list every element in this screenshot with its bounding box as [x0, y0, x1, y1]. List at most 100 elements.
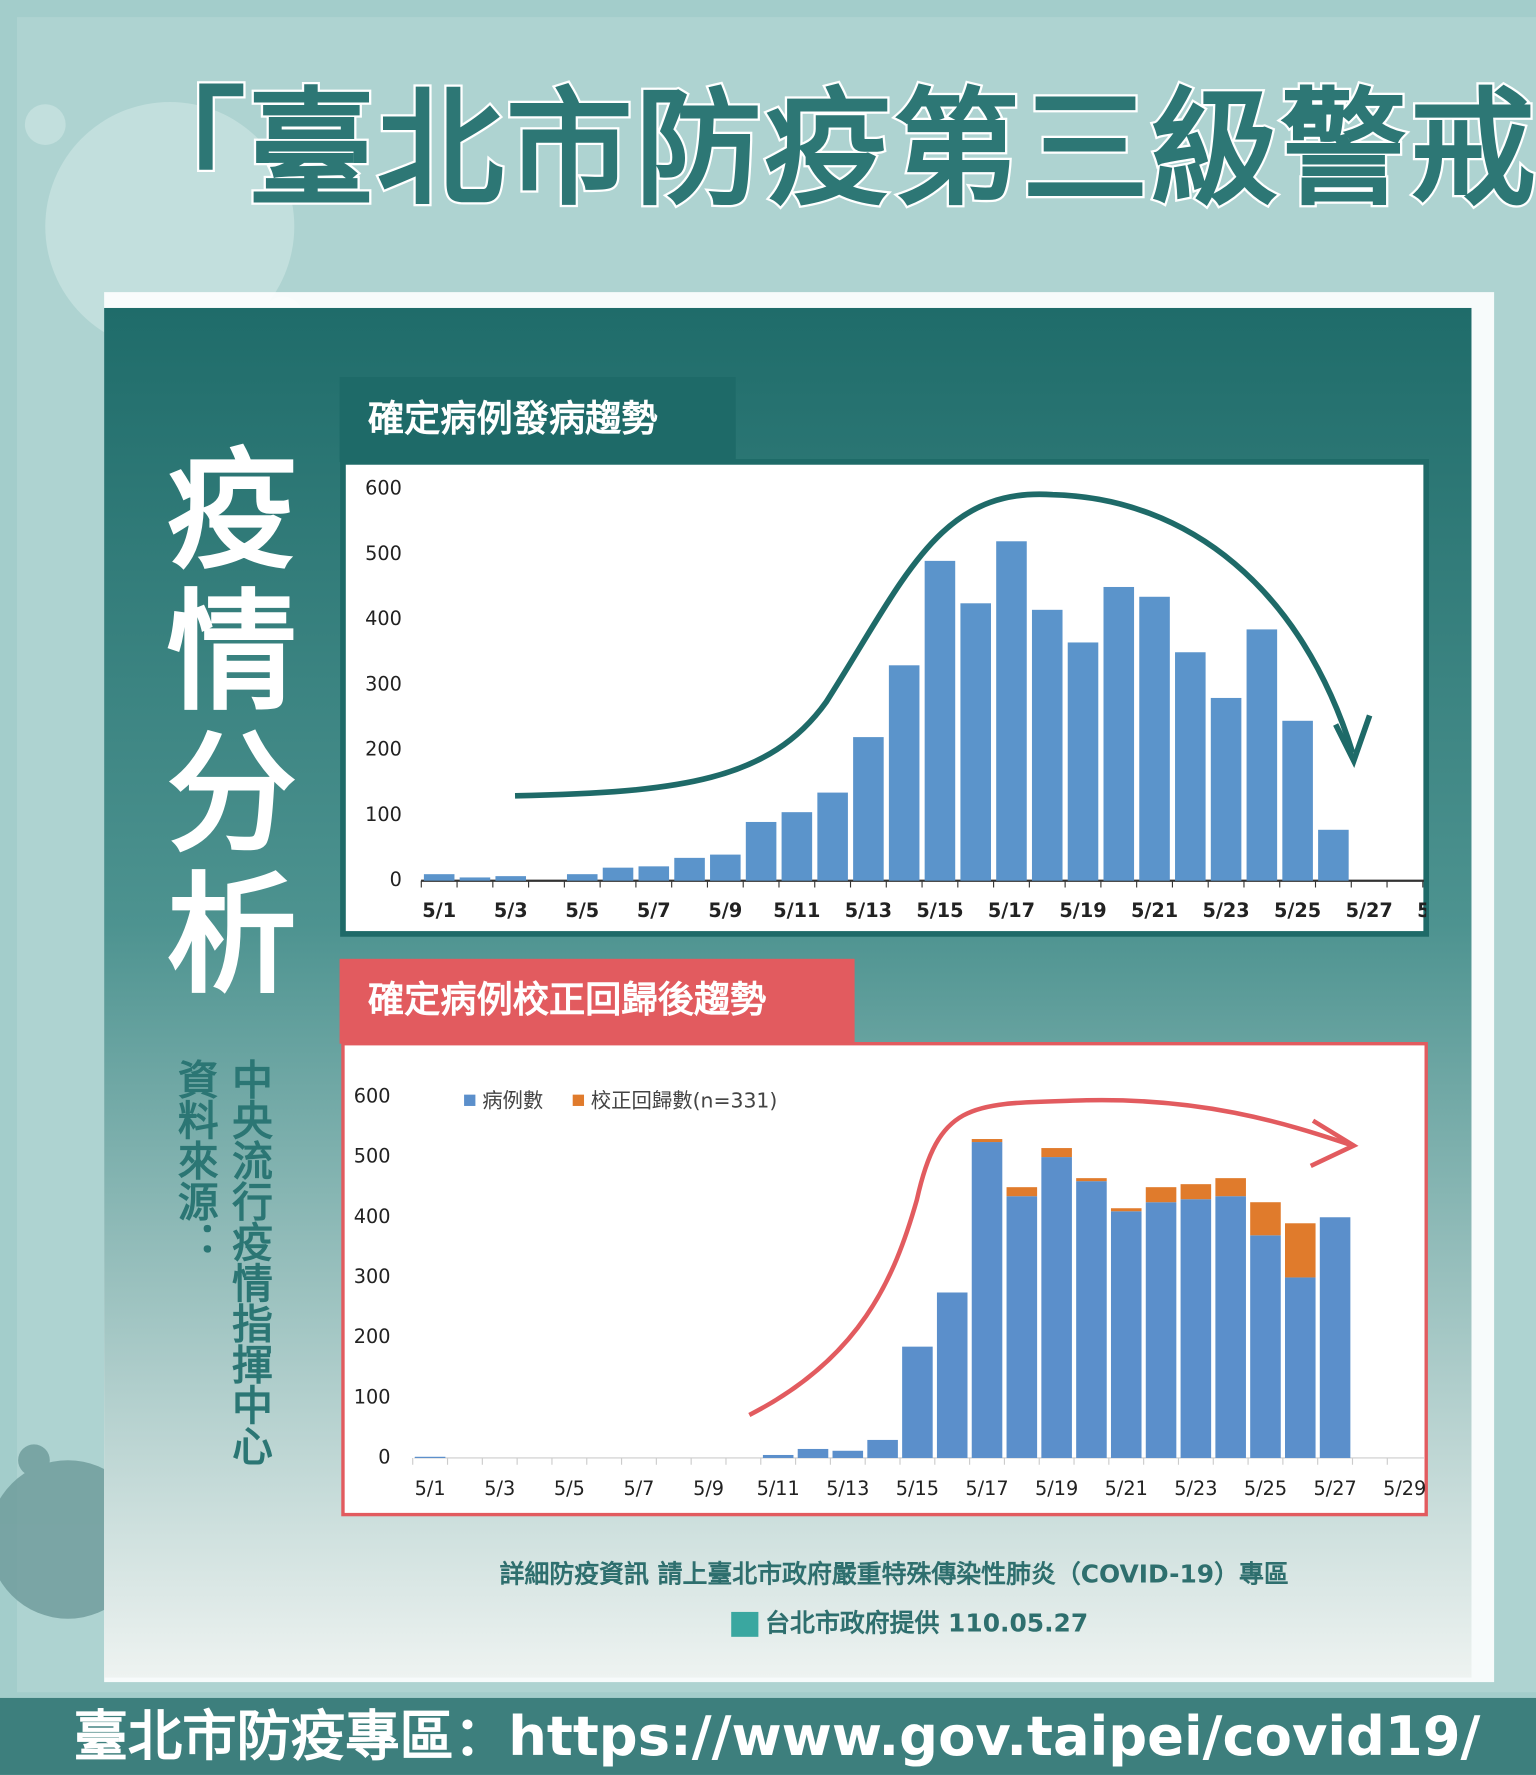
- bar: [1145, 1202, 1177, 1458]
- y-tick-label: 500: [365, 542, 402, 565]
- bar: [867, 1439, 898, 1458]
- x-tick-label: 5/9: [708, 899, 742, 922]
- x-tick-label: 5/13: [845, 899, 892, 922]
- chart-title: 確定病例發病趨勢: [368, 397, 658, 440]
- taipei-logo: [731, 1611, 759, 1637]
- chart-title: 確定病例校正回歸後趨勢: [368, 978, 766, 1021]
- bar: [762, 1454, 794, 1458]
- x-tick-label: 5/1: [422, 899, 456, 922]
- bar: [1139, 596, 1170, 881]
- source-label: 資料來源：: [171, 1058, 219, 1262]
- bar: [1282, 720, 1313, 881]
- x-tick-label: 5/11: [773, 899, 820, 922]
- x-tick-label: 5/17: [988, 899, 1035, 922]
- bar: [996, 541, 1027, 881]
- bar: [781, 812, 813, 881]
- y-tick-label: 600: [354, 1084, 391, 1107]
- chart-tab: [339, 377, 736, 462]
- y-tick-label: 300: [365, 672, 402, 695]
- footer-credit: 台北市政府提供 110.05.27: [765, 1608, 1088, 1637]
- bar: [1180, 1184, 1212, 1200]
- bar: [710, 854, 741, 881]
- x-tick-label: 5/7: [637, 899, 671, 922]
- chart-frame: [340, 459, 1430, 937]
- trend-arrow: [748, 1097, 1354, 1417]
- x-tick-label: 5/13: [826, 1477, 869, 1500]
- x-tick-label: 5/15: [896, 1477, 939, 1500]
- bar: [1031, 609, 1063, 881]
- bar: [832, 1450, 864, 1458]
- chart-tab: [339, 958, 855, 1044]
- bar: [1103, 586, 1135, 881]
- bar: [1110, 1208, 1142, 1212]
- x-tick-label: 5/21: [1105, 1477, 1148, 1500]
- y-tick-label: 100: [365, 803, 402, 826]
- y-tick-label: 0: [390, 868, 402, 891]
- x-tick-label: 5/19: [1035, 1477, 1078, 1500]
- bar: [566, 874, 598, 881]
- footer-note: 詳細防疫資訊 請上臺北市政府嚴重特殊傳染性肺炎（COVID-19）專區: [500, 1560, 1289, 1589]
- y-tick-label: 400: [365, 607, 402, 630]
- x-tick-label: 5/27: [1313, 1477, 1356, 1500]
- bar: [936, 1292, 968, 1458]
- trend-arrow: [514, 491, 1356, 799]
- bar: [1210, 697, 1242, 881]
- x-tick-label: 5/27: [1346, 899, 1393, 922]
- source-name: 中央流行疫情指揮中心: [225, 1058, 273, 1466]
- bar: [1318, 829, 1349, 881]
- bar: [1041, 1157, 1072, 1458]
- bar: [423, 874, 455, 881]
- bar: [960, 603, 991, 881]
- bar: [1319, 1217, 1351, 1458]
- y-tick-label: 300: [354, 1265, 391, 1288]
- bar: [971, 1142, 1003, 1458]
- legend-label: 校正回歸數(n=331): [591, 1088, 778, 1112]
- bar: [1076, 1181, 1107, 1458]
- bar: [602, 867, 634, 881]
- y-tick-label: 500: [354, 1145, 391, 1168]
- x-tick-label: 5/25: [1244, 1477, 1287, 1500]
- bar: [902, 1346, 933, 1458]
- x-tick-label: 5/5: [565, 899, 599, 922]
- x-tick-label: 5/17: [965, 1477, 1008, 1500]
- bar: [1067, 642, 1099, 881]
- x-tick-label: 5/25: [1274, 899, 1321, 922]
- side-title: 疫情分析: [145, 442, 297, 1008]
- bar: [888, 665, 920, 881]
- legend-label: 病例數: [482, 1088, 543, 1112]
- chart-2: 0 100 200 300 400 500 600 5/1 5/3 5/5 5/7 5/9 5/11 5/…: [354, 1084, 1426, 1500]
- x-tick-label: 5/11: [757, 1477, 800, 1500]
- url-text: 臺北市防疫專區：https://www.gov.taipei/covid19/: [74, 1705, 1481, 1768]
- bar: [1246, 629, 1278, 881]
- trend-arrow-head: [1333, 714, 1373, 768]
- x-tick-label: 5/23: [1174, 1477, 1217, 1500]
- x-tick-label: 5/9: [693, 1477, 724, 1500]
- legend-swatch: [464, 1094, 476, 1106]
- x-tick-label: 5/29: [1383, 1477, 1426, 1500]
- bar: [1175, 652, 1206, 881]
- y-tick-label: 0: [378, 1445, 390, 1468]
- main-title: 「臺北市防疫第三級警戒: [119, 75, 1536, 223]
- y-tick-label: 400: [354, 1205, 391, 1228]
- bar: [1006, 1196, 1038, 1458]
- bar: [1215, 1178, 1246, 1197]
- legend-swatch: [572, 1094, 585, 1106]
- bar: [745, 821, 777, 881]
- y-tick-label: 200: [365, 738, 402, 761]
- x-tick-label: 5/5: [554, 1477, 585, 1500]
- bar: [971, 1139, 1003, 1143]
- x-tick-label: 5/3: [484, 1477, 515, 1500]
- bar: [1041, 1148, 1072, 1158]
- url-bar: [0, 1697, 1536, 1775]
- bar: [817, 792, 848, 881]
- bar: [1215, 1196, 1246, 1458]
- x-tick-label: 5/19: [1059, 899, 1106, 922]
- bar: [853, 737, 884, 881]
- bar: [674, 857, 705, 881]
- trend-arrow-head: [1309, 1118, 1359, 1168]
- bar: [1250, 1235, 1281, 1458]
- y-tick-label: 600: [365, 477, 402, 500]
- x-tick-label: 5/3: [494, 899, 528, 922]
- x-tick-label: 5/29: [1417, 899, 1464, 922]
